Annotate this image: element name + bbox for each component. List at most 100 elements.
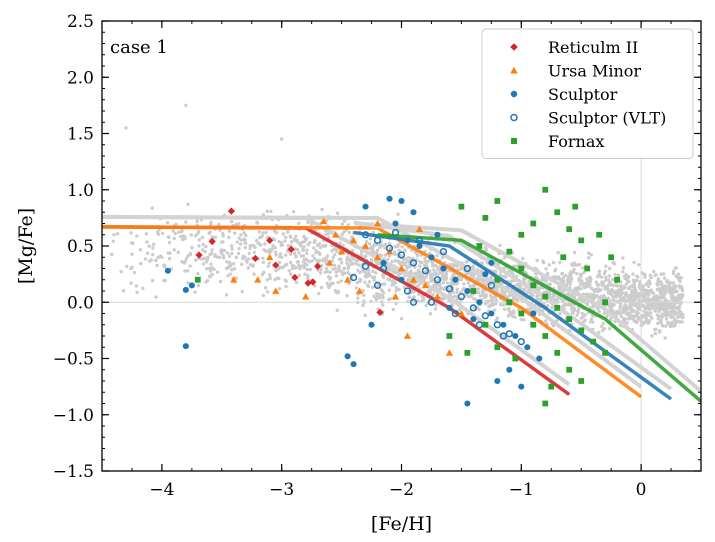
cloud-point bbox=[515, 282, 519, 287]
point-ursa-minor bbox=[343, 276, 352, 283]
cloud-point bbox=[248, 243, 253, 248]
cloud-point bbox=[342, 230, 346, 234]
cloud-point bbox=[646, 284, 651, 289]
point-sculptor-vlt bbox=[415, 236, 424, 245]
point-fornax bbox=[476, 243, 483, 249]
cloud-point bbox=[579, 279, 584, 283]
cloud-point bbox=[407, 295, 411, 300]
cloud-point bbox=[342, 219, 347, 223]
cloud-point bbox=[619, 293, 623, 297]
cloud-point bbox=[200, 235, 205, 240]
cloud-point bbox=[415, 253, 420, 258]
cloud-point bbox=[600, 328, 605, 333]
cloud-point bbox=[459, 267, 463, 271]
cloud-point bbox=[268, 276, 272, 280]
cloud-point bbox=[658, 320, 662, 324]
cloud-point bbox=[193, 234, 198, 238]
cloud-point bbox=[569, 273, 573, 278]
point-fornax bbox=[530, 321, 537, 328]
cloud-point bbox=[391, 282, 395, 287]
cloud-point bbox=[588, 292, 592, 297]
cloud-point bbox=[428, 275, 433, 280]
cloud-point bbox=[319, 267, 323, 272]
point-fornax bbox=[482, 214, 489, 221]
cloud-point bbox=[369, 258, 374, 262]
cloud-point bbox=[196, 283, 201, 288]
cloud-point bbox=[196, 231, 200, 236]
cloud-point bbox=[125, 264, 129, 269]
cloud-point bbox=[545, 271, 550, 275]
cloud-point bbox=[624, 282, 629, 286]
cloud-point bbox=[356, 268, 360, 272]
cloud-point bbox=[653, 331, 658, 336]
cloud-point bbox=[399, 316, 404, 321]
cloud-point bbox=[261, 231, 265, 235]
legend-marker bbox=[510, 43, 518, 51]
cloud-point bbox=[269, 249, 273, 254]
cloud-point bbox=[593, 287, 598, 292]
cloud-point bbox=[227, 254, 232, 258]
cloud-point bbox=[649, 316, 654, 320]
cloud-point bbox=[272, 229, 277, 233]
cloud-point bbox=[645, 289, 649, 293]
cloud-point bbox=[649, 311, 653, 315]
cloud-point bbox=[651, 269, 656, 274]
cloud-point bbox=[335, 249, 339, 254]
cloud-point bbox=[227, 229, 232, 233]
cloud-point bbox=[332, 263, 337, 268]
cloud-point bbox=[388, 297, 393, 301]
cloud-point bbox=[606, 291, 611, 295]
cloud-point bbox=[292, 237, 297, 242]
cloud-point bbox=[550, 305, 554, 310]
cloud-point bbox=[190, 246, 194, 250]
point-sculptor-vlt bbox=[451, 309, 460, 318]
cloud-point bbox=[403, 248, 407, 252]
cloud-point bbox=[362, 293, 366, 298]
cloud-point bbox=[595, 274, 600, 279]
cloud-point bbox=[387, 254, 392, 258]
cloud-point bbox=[364, 239, 369, 244]
cloud-point bbox=[381, 273, 385, 277]
cloud-point bbox=[439, 287, 444, 291]
cloud-point bbox=[251, 263, 255, 267]
point-reticulm-ii bbox=[195, 251, 203, 259]
cloud-point bbox=[351, 257, 356, 261]
cloud-point bbox=[544, 267, 548, 271]
cloud-point bbox=[654, 306, 658, 311]
x-tick-label: −4 bbox=[149, 480, 174, 500]
cloud-point bbox=[207, 231, 211, 236]
point-fornax bbox=[554, 209, 561, 216]
cloud-point bbox=[267, 261, 272, 265]
cloud-point bbox=[490, 299, 495, 303]
point-reticulm-ii bbox=[272, 261, 280, 269]
cloud-point bbox=[334, 270, 339, 274]
cloud-point bbox=[306, 259, 310, 263]
point-fornax bbox=[578, 327, 585, 334]
cloud-point bbox=[557, 286, 561, 291]
cloud-point bbox=[502, 256, 507, 260]
cloud-point bbox=[151, 242, 156, 246]
cloud-point bbox=[370, 285, 375, 290]
cloud-point bbox=[241, 254, 245, 259]
cloud-point bbox=[253, 245, 257, 250]
cloud-point bbox=[647, 313, 651, 317]
cloud-point bbox=[399, 261, 404, 265]
cloud-point bbox=[274, 252, 278, 257]
cloud-point bbox=[252, 250, 256, 255]
cloud-point bbox=[305, 263, 309, 267]
cloud-point bbox=[306, 276, 310, 280]
cloud-point bbox=[606, 296, 611, 300]
point-sculptor bbox=[536, 355, 543, 362]
y-tick-label: −1.5 bbox=[53, 462, 94, 482]
cloud-point bbox=[678, 314, 682, 318]
point-ursa-minor bbox=[230, 276, 238, 283]
cloud-point bbox=[476, 276, 480, 280]
cloud-point bbox=[323, 270, 327, 274]
cloud-point bbox=[616, 288, 620, 293]
cloud-point bbox=[595, 293, 599, 298]
cloud-point bbox=[433, 270, 437, 275]
cloud-point bbox=[484, 294, 489, 298]
cloud-point bbox=[637, 263, 641, 267]
model-tracks bbox=[102, 214, 701, 403]
cloud-point bbox=[519, 317, 523, 322]
